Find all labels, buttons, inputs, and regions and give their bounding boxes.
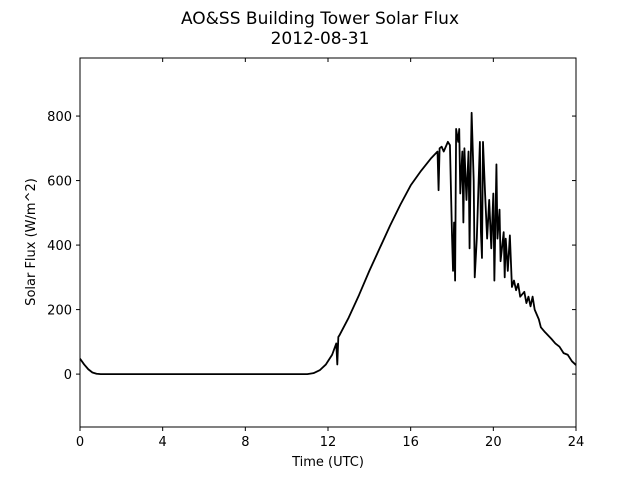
x-tick-label: 16: [402, 435, 419, 450]
x-tick-label: 0: [76, 435, 84, 450]
y-tick-label: 600: [47, 175, 72, 190]
x-tick-label: 24: [568, 435, 585, 450]
y-tick-label: 400: [47, 239, 72, 254]
y-tick-label: 0: [64, 368, 72, 383]
x-tick-label: 4: [159, 435, 167, 450]
data-line: [79, 111, 577, 375]
chart-subtitle: 2012-08-31: [271, 29, 370, 49]
y-axis-label: Solar Flux (W/m^2): [24, 178, 39, 306]
chart-title: AO&SS Building Tower Solar Flux: [181, 9, 459, 29]
y-tick-label: 800: [47, 110, 72, 125]
y-tick-label: 200: [47, 304, 72, 319]
x-axis-label: Time (UTC): [291, 455, 364, 470]
x-tick-label: 20: [485, 435, 502, 450]
x-tick-label: 12: [320, 435, 337, 450]
x-tick-label: 8: [241, 435, 249, 450]
plot-frame: [79, 57, 577, 428]
